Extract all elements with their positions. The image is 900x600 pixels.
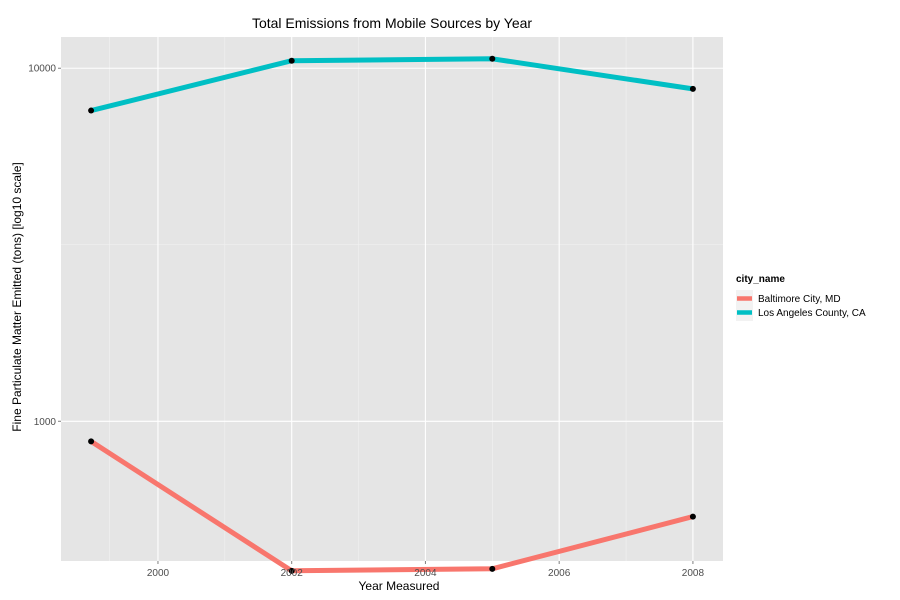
data-point-baltimore bbox=[689, 513, 696, 520]
legend-label-los-angeles: Los Angeles County, CA bbox=[758, 308, 866, 319]
legend-title: city_name bbox=[736, 274, 785, 285]
data-point-los-angeles bbox=[489, 55, 496, 62]
minor-grid bbox=[61, 37, 723, 561]
x-axis-ticks: 2000 2002 2004 2006 2008 bbox=[147, 561, 705, 579]
x-tick-label: 2002 bbox=[281, 568, 304, 579]
x-tick-label: 2006 bbox=[548, 568, 571, 579]
data-point-los-angeles bbox=[689, 85, 696, 92]
data-point-baltimore bbox=[489, 565, 496, 572]
y-tick-label: 1000 bbox=[34, 417, 57, 428]
x-tick-label: 2000 bbox=[147, 568, 170, 579]
legend-label-baltimore: Baltimore City, MD bbox=[758, 294, 841, 305]
panel-background bbox=[61, 37, 723, 561]
data-point-los-angeles bbox=[88, 107, 95, 114]
legend-item-baltimore: Baltimore City, MD bbox=[736, 290, 841, 307]
data-point-baltimore bbox=[288, 567, 295, 574]
x-tick-label: 2008 bbox=[682, 568, 705, 579]
y-axis-ticks: 1000 10000 bbox=[28, 64, 61, 428]
x-tick-label: 2004 bbox=[414, 568, 437, 579]
y-tick-label: 10000 bbox=[28, 64, 56, 75]
x-axis-title: Year Measured bbox=[359, 579, 440, 593]
legend: city_name Baltimore City, MD Los Angeles… bbox=[736, 274, 866, 321]
data-point-baltimore bbox=[88, 438, 95, 445]
series-points bbox=[88, 55, 696, 574]
y-axis-title: Fine Particulate Matter Emitted (tons) [… bbox=[10, 162, 24, 431]
legend-item-los-angeles: Los Angeles County, CA bbox=[736, 304, 866, 321]
series-line-baltimore bbox=[89, 439, 694, 574]
chart-title: Total Emissions from Mobile Sources by Y… bbox=[252, 15, 532, 31]
series-line-los-angeles bbox=[90, 56, 694, 114]
series-lines bbox=[89, 56, 694, 574]
data-point-los-angeles bbox=[288, 57, 295, 64]
major-grid bbox=[61, 37, 723, 561]
